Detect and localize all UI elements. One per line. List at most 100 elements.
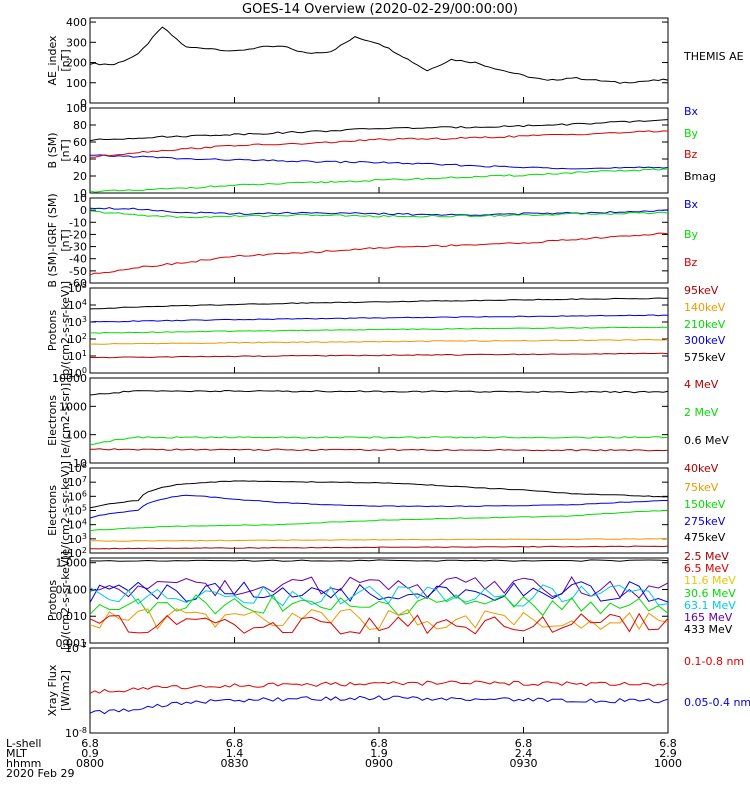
series-line-475kev bbox=[89, 480, 669, 509]
series-line-2-mev bbox=[89, 436, 669, 446]
legend-label: 2 MeV bbox=[684, 406, 719, 419]
footer-value: 6.8 bbox=[515, 737, 533, 750]
series-line-11-6-mev bbox=[89, 594, 669, 617]
y-tick-label: -20 bbox=[69, 228, 87, 241]
legend-label: 4 MeV bbox=[684, 378, 719, 391]
legend-label: 150keV bbox=[684, 498, 726, 511]
footer-row-label: 2020 Feb 29 bbox=[6, 767, 74, 780]
y-axis-label: Protons bbox=[46, 580, 59, 621]
panel-4: 10 100 1000 10000 Electrons [e/(cm2-s-sr)] 4 M… bbox=[46, 372, 729, 470]
panel-3: 100 101 102 103 104 105 Protons [p/(cm2-s-sr-ke… bbox=[46, 281, 726, 380]
y-tick-label: 107 bbox=[68, 475, 87, 489]
footer-value: 0930 bbox=[510, 757, 538, 770]
series-line-75kev bbox=[89, 537, 669, 542]
y-tick-label: 108 bbox=[68, 461, 87, 475]
y-tick-label: -60 bbox=[69, 277, 87, 290]
legend-label: 0.05-0.4 nm bbox=[684, 696, 750, 709]
y-tick-label: 105 bbox=[68, 504, 87, 518]
legend-label: Bx bbox=[684, 198, 699, 211]
y-tick-label: 0 bbox=[80, 97, 87, 110]
y-tick-label: 100 bbox=[66, 429, 87, 442]
y-tick-label: 104 bbox=[68, 518, 87, 532]
legend-label: 275keV bbox=[684, 515, 726, 528]
y-tick-label: 102 bbox=[68, 332, 87, 346]
y-tick-label: 200 bbox=[66, 57, 87, 70]
series-line-bx bbox=[90, 154, 669, 170]
series-line-140kev bbox=[89, 338, 669, 345]
legend-label: 140keV bbox=[684, 301, 726, 314]
series-line-95kev bbox=[89, 352, 669, 359]
y-tick-label: -10 bbox=[69, 216, 87, 229]
y-tick-label: 80 bbox=[73, 119, 87, 132]
footer-value: 6.8 bbox=[81, 737, 99, 750]
legend-label: 165 MeV bbox=[684, 611, 733, 624]
series-line-575kev bbox=[89, 297, 669, 310]
legend-label: 30.6 MeV bbox=[684, 587, 736, 600]
footer-value: 6.8 bbox=[226, 737, 244, 750]
y-tick-label: -50 bbox=[69, 265, 87, 278]
y-tick-label: 0.010 bbox=[56, 610, 88, 623]
legend-label: 2.5 MeV bbox=[684, 550, 729, 563]
y-tick-label: 60 bbox=[73, 136, 87, 149]
legend-label: 300keV bbox=[684, 334, 726, 347]
y-tick-label: 300 bbox=[66, 36, 87, 49]
legend-label: 63.1 MeV bbox=[684, 599, 736, 612]
y-axis-label: Protons bbox=[46, 310, 59, 351]
series-line-themis-ae bbox=[89, 26, 669, 84]
y-tick-label: 0.100 bbox=[56, 583, 88, 596]
chart-title: GOES-14 Overview (2020-02-29/00:00:00) bbox=[242, 2, 518, 17]
panel-0: 0 100 200 300 400 AE_index [nT] THEMIS AE bbox=[46, 16, 744, 110]
footer-value: 6.8 bbox=[659, 737, 677, 750]
y-tick-label: 103 bbox=[68, 315, 87, 329]
legend-label: 95keV bbox=[684, 284, 719, 297]
series-line-210kev bbox=[90, 326, 669, 334]
series-line-bz bbox=[89, 130, 669, 158]
series-line-150kev bbox=[89, 509, 669, 532]
footer-value: 0.9 bbox=[81, 747, 99, 760]
footer-row-label: MLT bbox=[6, 747, 27, 760]
legend-label: 475keV bbox=[684, 531, 726, 544]
y-axis-unit: [nT] bbox=[59, 229, 72, 251]
legend-label: Bz bbox=[684, 256, 698, 269]
y-tick-label: 100 bbox=[68, 366, 87, 380]
legend-label: By bbox=[684, 127, 699, 140]
y-axis-unit: [W/m2] bbox=[59, 670, 72, 711]
footer-row-label: hhmm bbox=[6, 757, 41, 770]
series-line-275kev bbox=[89, 494, 668, 519]
y-axis-unit: [nT] bbox=[59, 49, 72, 71]
panel-frame bbox=[89, 17, 669, 104]
y-tick-label: 400 bbox=[66, 16, 87, 29]
legend-label: 40keV bbox=[684, 462, 719, 475]
y-axis-label: Electrons bbox=[46, 395, 59, 446]
footer-value: 1000 bbox=[654, 757, 682, 770]
legend-label: 6.5 MeV bbox=[684, 562, 729, 575]
series-line-0-6-mev bbox=[89, 389, 669, 396]
y-axis-unit: [e/(cm2-s-sr-keV)] bbox=[59, 461, 72, 560]
y-tick-label: 0 bbox=[80, 204, 87, 217]
y-tick-label: 1000 bbox=[59, 400, 87, 413]
y-axis-unit: [nT] bbox=[59, 139, 72, 161]
series-line-2-5-mev bbox=[89, 612, 669, 635]
series-line-40kev bbox=[89, 545, 669, 550]
series-line-by bbox=[89, 168, 669, 193]
legend-label: 0.1-0.8 nm bbox=[684, 655, 744, 668]
panel-frame bbox=[89, 647, 669, 734]
footer-value: 1.4 bbox=[226, 747, 244, 760]
footer-value: 0900 bbox=[365, 757, 393, 770]
panel-frame bbox=[89, 287, 669, 374]
y-tick-label: 10 bbox=[73, 192, 87, 205]
series-line-30-6-mev bbox=[89, 584, 669, 607]
legend-label: 0.6 MeV bbox=[684, 434, 729, 447]
y-tick-label: 100 bbox=[66, 77, 87, 90]
series-line-300kev bbox=[89, 314, 669, 323]
y-axis-unit: [e/(cm2-s-sr)] bbox=[59, 383, 72, 458]
y-tick-label: 105 bbox=[68, 281, 87, 295]
y-tick-label: 10000 bbox=[52, 372, 87, 385]
legend-label: By bbox=[684, 228, 699, 241]
legend-label: Bz bbox=[684, 148, 698, 161]
y-tick-label: 0.001 bbox=[56, 637, 88, 650]
legend-label: THEMIS AE bbox=[683, 50, 744, 63]
